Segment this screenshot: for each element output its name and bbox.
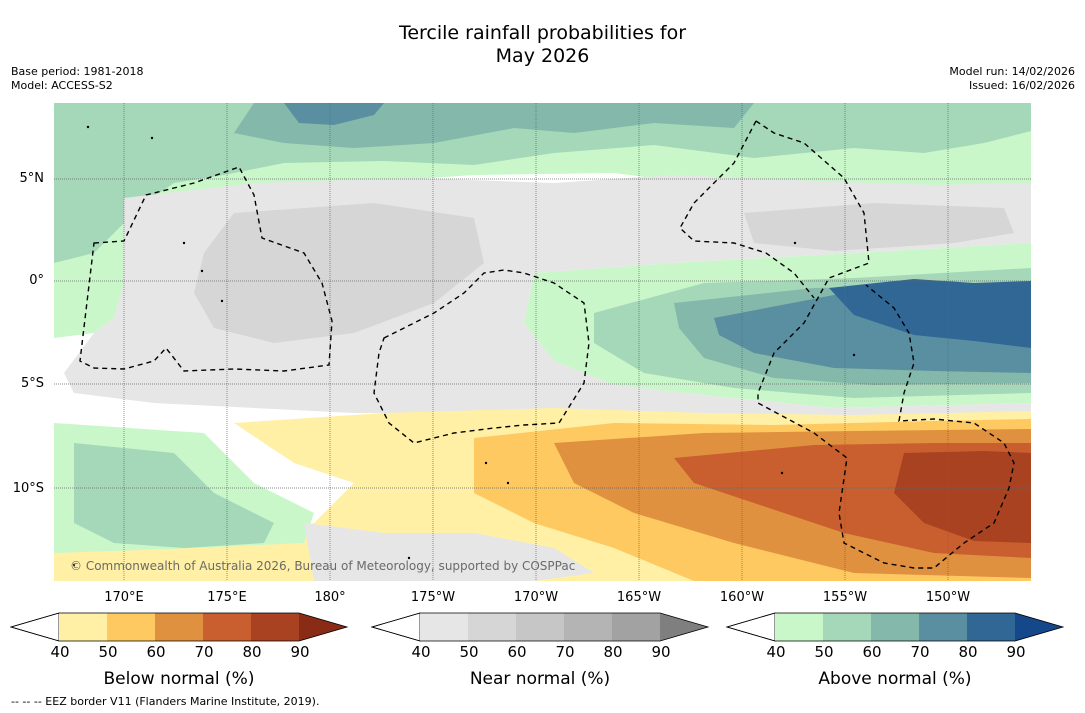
cb-near-tick-80: 80: [603, 643, 623, 661]
island-marker: [150, 136, 154, 140]
colorbar-below-swatch-80: [251, 613, 299, 641]
cb-below-tick-90: 90: [290, 643, 310, 661]
base-period: Base period: 1981-2018: [11, 65, 144, 78]
island-marker: [506, 481, 510, 485]
lon-label-155w: 155°W: [822, 590, 868, 605]
above-normal-70-north: [284, 103, 384, 125]
map-title-line1: Tercile rainfall probabilities for: [398, 22, 687, 44]
cb-near-tick-70: 70: [555, 643, 575, 661]
lon-label-165w: 165°W: [616, 590, 662, 605]
probability-map: [54, 103, 1031, 581]
colorbar-near-label: Near normal (%): [469, 669, 611, 689]
island-marker: [200, 269, 204, 273]
lon-label-150w: 150°W: [925, 590, 971, 605]
lon-label-175w: 175°W: [410, 590, 456, 605]
cb-below-tick-60: 60: [146, 643, 166, 661]
cb-below-tick-40: 40: [50, 643, 70, 661]
lon-label-170e: 170°E: [104, 590, 144, 605]
near-normal-40-south: [304, 523, 594, 581]
cb-above-tick-60: 60: [862, 643, 882, 661]
cb-above-tick-40: 40: [766, 643, 786, 661]
colorbar-below-swatch-60: [155, 613, 203, 641]
colorbar-near-max-arrow: [660, 613, 708, 641]
cb-near-tick-50: 50: [459, 643, 479, 661]
cb-above-tick-50: 50: [814, 643, 834, 661]
islands: [72, 125, 856, 567]
lon-label-170w: 170°W: [513, 590, 559, 605]
lat-label-5n: 5°N: [19, 171, 45, 186]
cb-near-tick-40: 40: [411, 643, 431, 661]
colorbar-below-outline: [10, 612, 349, 642]
colorbar-below-swatch-70: [203, 613, 251, 641]
lat-label-5s: 5°S: [20, 376, 44, 391]
map-title: Tercile rainfall probabilities for May 2…: [0, 22, 1085, 68]
colorbar-above-swatch-70: [919, 613, 967, 641]
cb-near-tick-90: 90: [651, 643, 671, 661]
island-marker: [852, 353, 856, 357]
colorbar-near-outline: [371, 612, 710, 642]
cb-above-tick-80: 80: [958, 643, 978, 661]
cb-above-tick-70: 70: [910, 643, 930, 661]
cb-near-tick-60: 60: [507, 643, 527, 661]
island-marker: [182, 241, 186, 245]
map-title-line2: May 2026: [495, 45, 590, 67]
colorbar-below-label: Below normal (%): [103, 669, 255, 689]
colorbar-above-swatch-60: [871, 613, 919, 641]
near-normal-50-west: [194, 203, 484, 343]
colorbar-near-swatch-60: [516, 613, 564, 641]
colorbar-near-swatch-50: [468, 613, 516, 641]
lat-label-0: 0°: [29, 273, 44, 288]
colorbar-below-min-arrow: [10, 612, 60, 642]
near-normal-50-east: [744, 203, 1014, 251]
lon-label-175e: 175°E: [207, 590, 247, 605]
lat-label-10s: 10°S: [12, 481, 44, 496]
metadata-left: Base period: 1981-2018 Model: ACCESS-S2: [11, 65, 143, 93]
eez-border-kiribati-gilbert: [79, 166, 333, 372]
lon-label-180: 180°: [314, 590, 346, 605]
island-marker: [780, 471, 784, 475]
island-marker: [407, 556, 411, 560]
colorbar-near-swatch-40: [420, 613, 468, 641]
below-normal-80: [894, 451, 1031, 543]
metadata-right: Model run: 14/02/2026 Issued: 16/02/2026: [949, 65, 1075, 93]
cb-below-tick-50: 50: [98, 643, 118, 661]
cb-below-tick-70: 70: [194, 643, 214, 661]
colorbar-above-label: Above normal (%): [818, 669, 972, 689]
colorbar-near-min-arrow: [371, 612, 421, 642]
eez-border-kiribati-line: [755, 120, 1015, 569]
colorbar-above-max-arrow: [1015, 613, 1063, 641]
eez-border-kiribati-line-north: [679, 120, 815, 299]
colorbar-below-max-arrow: [299, 613, 347, 641]
colorbar-above-swatch-40: [775, 613, 823, 641]
cb-below-tick-80: 80: [242, 643, 262, 661]
cb-above-tick-90: 90: [1006, 643, 1026, 661]
issued-date: Issued: 16/02/2026: [968, 79, 1075, 92]
island-marker: [86, 125, 90, 129]
copyright-notice: © Commonwealth of Australia 2026, Bureau…: [70, 559, 576, 573]
island-marker: [220, 299, 224, 303]
island-marker: [793, 241, 797, 245]
lon-label-160w: 160°W: [719, 590, 765, 605]
colorbar-near-swatch-80: [612, 613, 660, 641]
colorbar-above-swatch-50: [823, 613, 871, 641]
model-name: Model: ACCESS-S2: [11, 79, 113, 92]
colorbar-near-normal: [371, 612, 710, 642]
model-run: Model run: 14/02/2026: [949, 65, 1075, 78]
island-marker: [484, 461, 488, 465]
colorbar-above-normal: [726, 612, 1065, 642]
colorbar-above-swatch-80: [967, 613, 1015, 641]
eez-borders: [79, 120, 1015, 569]
colorbar-above-min-arrow: [726, 612, 776, 642]
colorbar-near-swatch-70: [564, 613, 612, 641]
colorbar-below-normal: [10, 612, 349, 642]
eez-footnote: -- -- -- EEZ border V11 (Flanders Marine…: [11, 695, 320, 708]
colorbar-above-outline: [726, 612, 1065, 642]
colorbar-below-swatch-40: [59, 613, 107, 641]
colorbar-below-swatch-50: [107, 613, 155, 641]
graticule: [54, 103, 1031, 581]
island-marker: [72, 563, 76, 567]
eez-border-kiribati-phoenix: [373, 269, 590, 444]
